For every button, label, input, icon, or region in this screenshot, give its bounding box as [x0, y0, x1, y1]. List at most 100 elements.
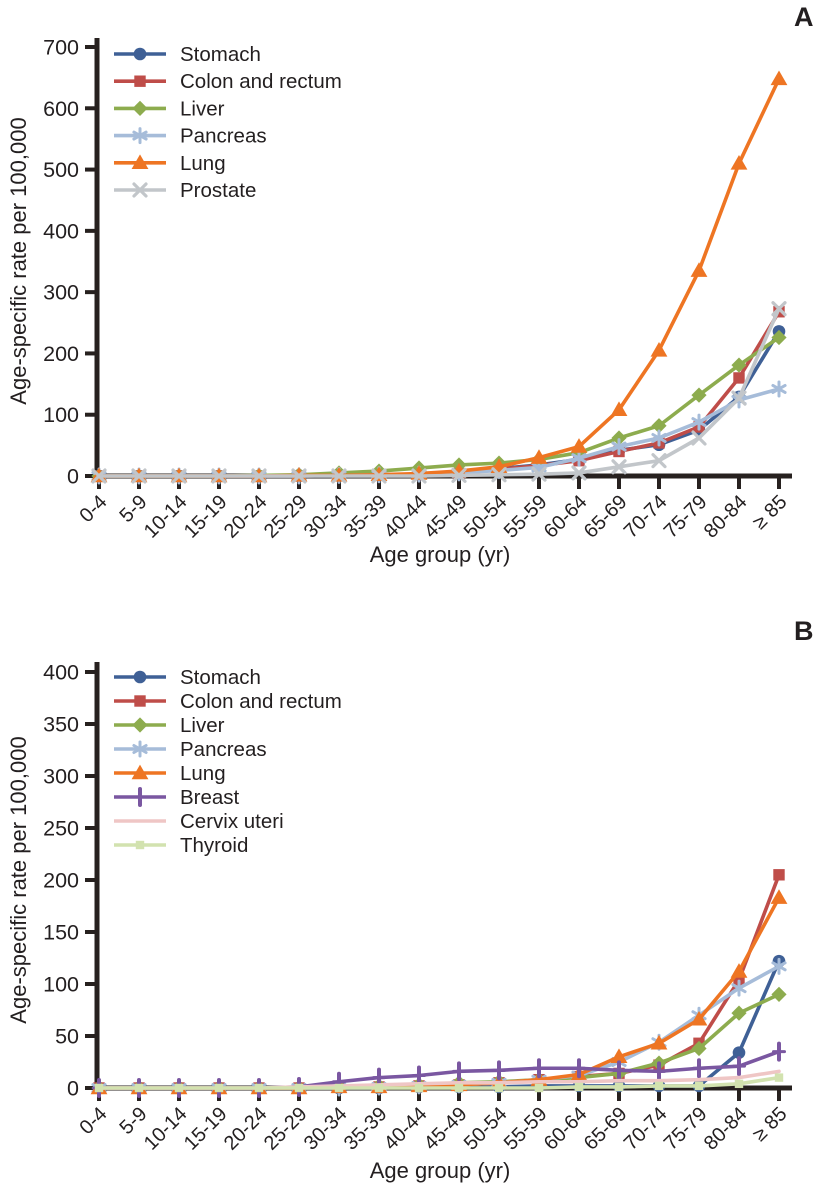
x-stroke — [451, 467, 467, 483]
marker-x-icon — [411, 468, 427, 484]
marker-square-small-icon — [414, 1083, 424, 1093]
marker-square-small-icon — [454, 1083, 464, 1093]
marker-square-icon — [773, 869, 785, 881]
y-tick-label: 300 — [43, 765, 79, 789]
x-tick-label: ≥ 85 — [749, 1103, 792, 1146]
marker-diamond-icon — [731, 357, 747, 373]
marker-square-small-icon — [574, 1082, 584, 1092]
marker-triangle-icon — [650, 341, 668, 357]
marker-plus-icon — [532, 1058, 546, 1079]
x-tick-label: 25-29 — [260, 1103, 312, 1155]
marker-diamond-icon — [691, 387, 707, 403]
x-stroke — [131, 468, 147, 484]
legend-label: Colon and rectum — [180, 690, 342, 713]
marker-square-small-icon — [494, 1083, 504, 1093]
marker-diamond-icon — [771, 329, 787, 346]
marker-plus-icon — [732, 1056, 746, 1077]
marker-plus-icon — [772, 1041, 786, 1062]
marker-x-icon — [371, 468, 387, 484]
asterisk-stroke — [771, 383, 787, 394]
y-tick-label: 600 — [43, 97, 79, 121]
x-tick-label: 65-69 — [580, 491, 632, 543]
marker-triangle-icon — [530, 449, 548, 464]
marker-triangle-icon — [131, 154, 149, 169]
x-stroke — [491, 467, 507, 483]
x-tick-label: 35-39 — [340, 491, 392, 543]
x-tick-label: 70-74 — [620, 491, 672, 543]
marker-asterisk-icon — [731, 979, 747, 997]
x-tick-label: 10-14 — [140, 491, 192, 543]
marker-asterisk-icon — [651, 429, 667, 447]
legend-label: Lung — [180, 762, 226, 785]
asterisk-stroke — [691, 417, 707, 428]
y-tick-label: 100 — [43, 403, 79, 427]
marker-x-icon — [331, 468, 347, 484]
series-line-prostate — [97, 306, 781, 478]
marker-plus-icon — [612, 1060, 626, 1081]
series-line-stomach — [97, 329, 781, 478]
marker-square-small-icon — [734, 1079, 744, 1089]
marker-asterisk-icon — [611, 438, 627, 456]
marker-plus-icon — [652, 1061, 666, 1082]
x-tick-label: 65-69 — [580, 1103, 632, 1155]
marker-x-icon — [611, 459, 627, 475]
panel-label-b: B — [794, 616, 814, 646]
x-tick-label: 75-79 — [660, 1103, 712, 1155]
x-tick-label: 15-19 — [180, 491, 232, 543]
x-stroke — [771, 301, 787, 317]
y-tick-label: 350 — [43, 713, 79, 737]
marker-triangle-icon — [770, 70, 788, 86]
x-tick-label: 50-54 — [460, 491, 512, 543]
y-tick-label: 500 — [43, 158, 79, 182]
marker-x-icon — [731, 390, 747, 406]
marker-plus-icon — [133, 787, 147, 807]
asterisk-stroke — [611, 441, 627, 452]
marker-square-icon — [134, 695, 146, 707]
y-tick-label: 200 — [43, 869, 79, 893]
marker-square-small-icon — [654, 1081, 664, 1091]
marker-diamond-icon — [611, 430, 627, 446]
y-tick-label: 250 — [43, 817, 79, 841]
asterisk-stroke — [132, 744, 148, 754]
legend-label: Stomach — [180, 666, 261, 689]
asterisk-stroke — [651, 433, 667, 444]
series-line-thyroid — [97, 1075, 781, 1090]
x-stroke — [651, 453, 667, 469]
x-tick-label: 60-64 — [540, 491, 592, 543]
marker-square-small-icon — [774, 1073, 784, 1082]
legend-label: Liver — [180, 97, 225, 120]
marker-plus-icon — [572, 1058, 586, 1079]
x-tick-label: 40-44 — [380, 491, 432, 543]
x-axis-title: Age group (yr) — [370, 1158, 511, 1183]
x-stroke — [611, 459, 627, 475]
y-tick-label: 150 — [43, 921, 79, 945]
marker-triangle-icon — [131, 764, 149, 780]
marker-square-icon — [134, 75, 146, 87]
x-tick-label: 35-39 — [340, 1103, 392, 1155]
marker-triangle-icon — [610, 401, 628, 417]
marker-plus-icon — [412, 1065, 426, 1086]
x-tick-label: 45-49 — [420, 491, 472, 543]
y-axis-title: Age-specific rate per 100,000 — [6, 736, 31, 1023]
marker-square-small-icon — [694, 1081, 704, 1091]
x-stroke — [571, 465, 587, 481]
legend-label: Thyroid — [180, 834, 248, 857]
y-tick-label: 300 — [43, 281, 79, 305]
y-tick-label: 200 — [43, 342, 79, 366]
marker-square-small-icon — [94, 1083, 104, 1093]
x-stroke — [371, 468, 387, 484]
x-stroke — [411, 468, 427, 484]
marker-plus-icon — [492, 1060, 506, 1081]
series-line-pancreas — [97, 387, 781, 478]
marker-plus-icon — [372, 1067, 386, 1088]
legend-label: Pancreas — [180, 125, 267, 148]
panel-label-a: A — [794, 2, 814, 32]
marker-triangle-icon — [770, 889, 788, 904]
marker-x-icon — [291, 468, 307, 484]
marker-diamond-icon — [651, 418, 667, 434]
x-stroke — [171, 468, 187, 484]
marker-square-small-icon — [134, 1083, 144, 1093]
marker-circle-icon — [732, 1046, 746, 1059]
x-stroke — [331, 468, 347, 484]
